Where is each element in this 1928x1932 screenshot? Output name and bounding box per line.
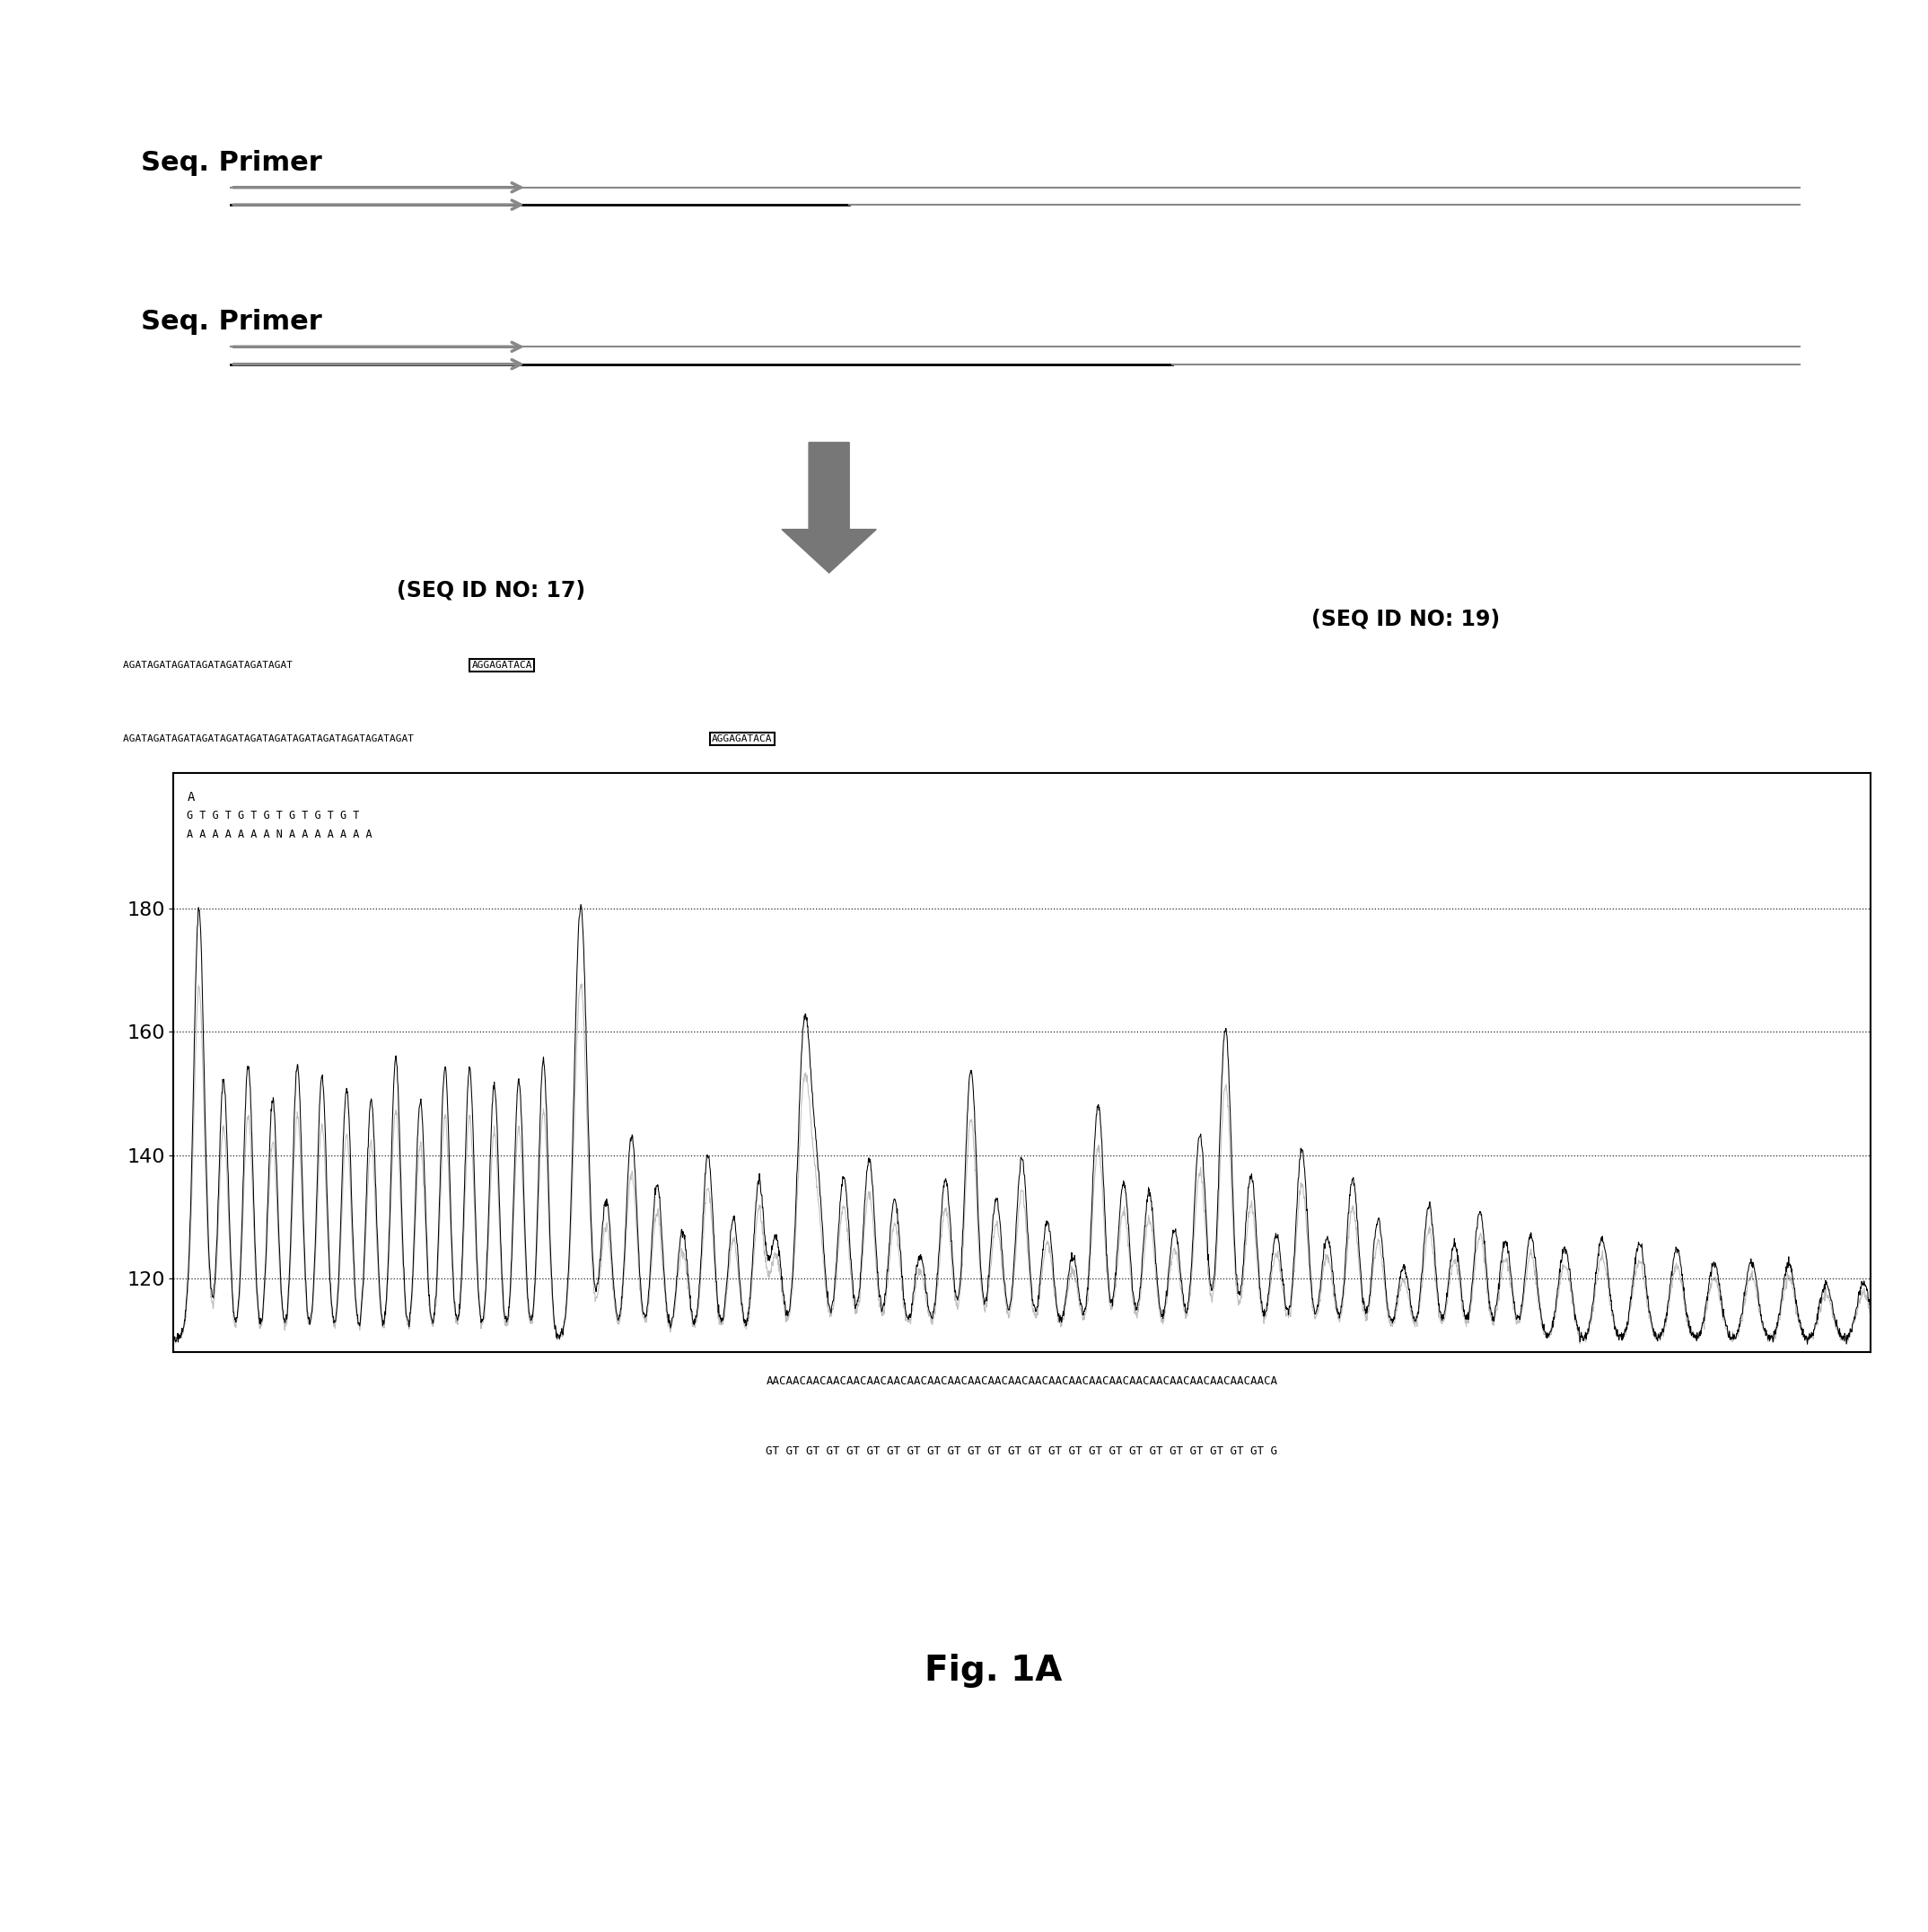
Text: AGATAGATAGATAGATAGATAGATAGAT: AGATAGATAGATAGATAGATAGATAGAT xyxy=(123,661,299,670)
Text: Seq. Primer: Seq. Primer xyxy=(141,149,322,176)
Text: AGATAGATAGATAGATAGATAGATAGATAGATAGATAGATAGATAGAT: AGATAGATAGATAGATAGATAGATAGATAGATAGATAGAT… xyxy=(123,734,420,744)
Text: G T G T G T G T G T G T G T: G T G T G T G T G T G T G T xyxy=(187,810,361,821)
Text: A: A xyxy=(187,792,195,804)
Text: GT GT GT GT GT GT GT GT GT GT GT GT GT GT GT GT GT GT GT GT GT GT GT GT GT G: GT GT GT GT GT GT GT GT GT GT GT GT GT G… xyxy=(765,1445,1278,1457)
Text: (SEQ ID NO: 17): (SEQ ID NO: 17) xyxy=(397,580,586,601)
Text: (SEQ ID NO: 19): (SEQ ID NO: 19) xyxy=(1311,609,1500,630)
Text: AGGAGATACA: AGGAGATACA xyxy=(711,734,773,744)
Text: A A A A A A A N A A A A A A A: A A A A A A A N A A A A A A A xyxy=(187,829,372,840)
Text: Seq. Primer: Seq. Primer xyxy=(141,309,322,334)
Text: AACAACAACAACAACAACAACAACAACAACAACAACAACAACAACAACAACAACAACAACAACAACAACAACAACA: AACAACAACAACAACAACAACAACAACAACAACAACAACA… xyxy=(765,1376,1278,1387)
Text: Fig. 1A: Fig. 1A xyxy=(924,1654,1062,1689)
FancyArrow shape xyxy=(783,442,875,574)
Text: AGGAGATACA: AGGAGATACA xyxy=(472,661,532,670)
